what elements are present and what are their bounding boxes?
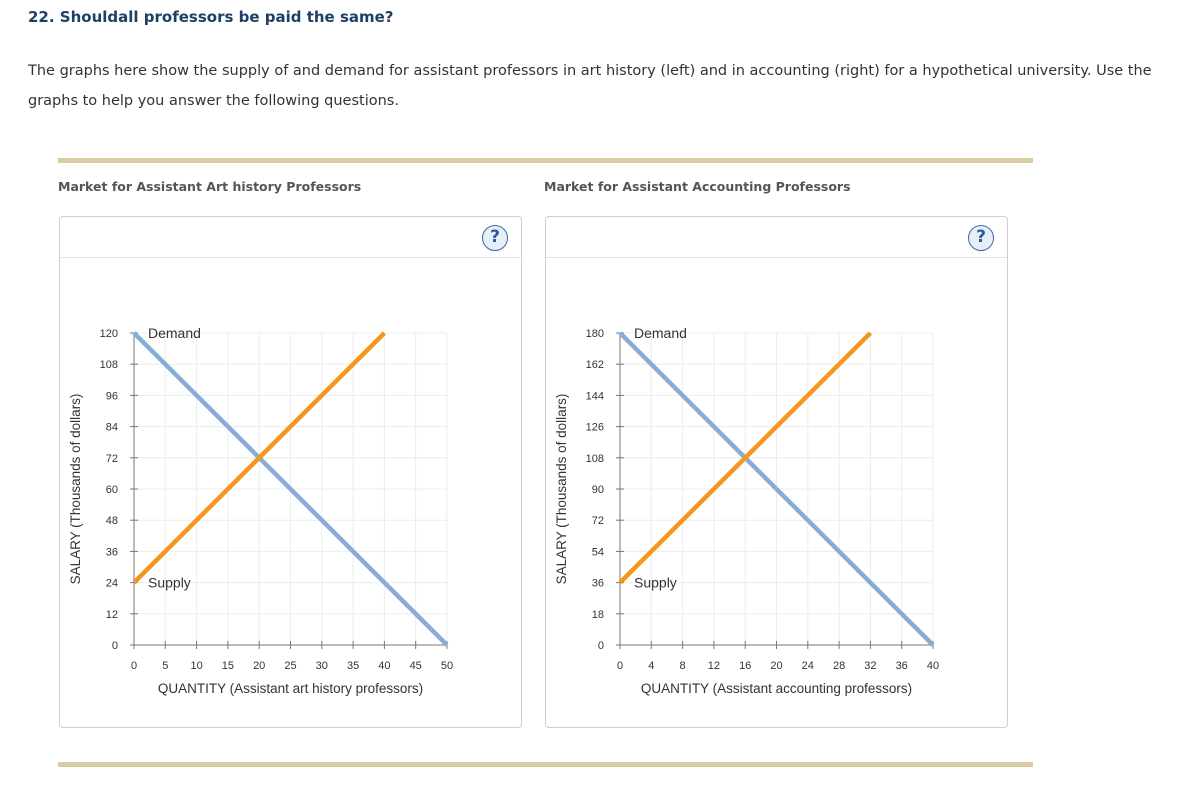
y-tick-label: 108 bbox=[100, 359, 118, 371]
y-axis-title: SALARY (Thousands of dollars) bbox=[554, 394, 569, 585]
y-tick-label: 36 bbox=[592, 578, 604, 590]
y-tick-label: 60 bbox=[106, 484, 118, 496]
supply-curve-label: Supply bbox=[634, 575, 677, 591]
demand-curve-label: Demand bbox=[148, 325, 201, 341]
x-tick-label: 16 bbox=[739, 660, 751, 672]
supply-curve-label: Supply bbox=[148, 575, 191, 591]
y-tick-label: 72 bbox=[592, 515, 604, 527]
accounting-graph-panel: ? 0 18 36 54 72 90 108 126 144 162 180 0 4 8 12 16 20 24 2… bbox=[545, 216, 1008, 728]
y-tick-label: 0 bbox=[598, 640, 604, 652]
x-tick-label: 20 bbox=[770, 660, 782, 672]
x-tick-label: 12 bbox=[708, 660, 720, 672]
x-tick-label: 0 bbox=[617, 660, 623, 672]
y-tick-label: 0 bbox=[112, 640, 118, 652]
x-tick-label: 35 bbox=[347, 660, 359, 672]
y-tick-label: 72 bbox=[106, 453, 118, 465]
y-tick-label: 54 bbox=[592, 546, 604, 558]
x-tick-label: 40 bbox=[378, 660, 390, 672]
y-tick-label: 12 bbox=[106, 609, 118, 621]
x-tick-label: 24 bbox=[802, 660, 814, 672]
x-axis-title: QUANTITY (Assistant art history professo… bbox=[158, 681, 423, 696]
x-tick-label: 36 bbox=[896, 660, 908, 672]
art-history-market-chart: 0 12 24 36 48 60 72 84 96 108 120 0 5 10 15 20 25 30 35 40 4… bbox=[68, 325, 453, 696]
question-intro: The graphs here show the supply of and d… bbox=[28, 63, 1152, 109]
art-history-graph-panel: ? 0 12 24 36 48 60 72 84 96 108 120 0 5 10 15 20 25 30 35 4… bbox=[59, 216, 522, 728]
y-tick-label: 90 bbox=[592, 484, 604, 496]
demand-curve-label: Demand bbox=[634, 325, 687, 341]
x-axis-title: QUANTITY (Assistant accounting professor… bbox=[641, 681, 912, 696]
x-tick-label: 10 bbox=[190, 660, 202, 672]
x-tick-label: 40 bbox=[927, 660, 939, 672]
question-title: 22. Shouldall professors be paid the sam… bbox=[28, 8, 394, 26]
demand-curve bbox=[618, 331, 935, 647]
x-tick-label: 45 bbox=[410, 660, 422, 672]
y-axis-title: SALARY (Thousands of dollars) bbox=[68, 394, 83, 585]
x-tick-label: 32 bbox=[864, 660, 876, 672]
y-tick-label: 18 bbox=[592, 609, 604, 621]
x-tick-label: 0 bbox=[131, 660, 137, 672]
y-tick-label: 48 bbox=[106, 515, 118, 527]
y-tick-label: 180 bbox=[586, 328, 604, 340]
x-tick-label: 25 bbox=[284, 660, 296, 672]
panel-header-divider bbox=[60, 257, 521, 258]
help-icon[interactable]: ? bbox=[968, 225, 994, 251]
y-tick-label: 144 bbox=[586, 390, 604, 402]
x-tick-label: 8 bbox=[680, 660, 686, 672]
x-tick-label: 15 bbox=[222, 660, 234, 672]
y-tick-label: 96 bbox=[106, 390, 118, 402]
y-tick-label: 24 bbox=[106, 578, 118, 590]
accounting-market-chart: 0 18 36 54 72 90 108 126 144 162 180 0 4 8 12 16 20 24 28 3… bbox=[554, 325, 939, 696]
right-chart-title: Market for Assistant Accounting Professo… bbox=[544, 179, 851, 194]
demand-curve bbox=[132, 331, 449, 647]
left-chart-title: Market for Assistant Art history Profess… bbox=[58, 179, 362, 194]
gridlines bbox=[134, 332, 448, 645]
y-tick-label: 162 bbox=[586, 359, 604, 371]
x-tick-label: 20 bbox=[253, 660, 265, 672]
y-tick-label: 120 bbox=[100, 328, 118, 340]
help-icon[interactable]: ? bbox=[482, 225, 508, 251]
y-tick-label: 108 bbox=[586, 453, 604, 465]
x-tick-label: 50 bbox=[441, 660, 453, 672]
x-tick-label: 30 bbox=[316, 660, 328, 672]
x-tick-label: 4 bbox=[648, 660, 654, 672]
y-tick-label: 126 bbox=[586, 422, 604, 434]
y-tick-label: 36 bbox=[106, 546, 118, 558]
panel-header-divider bbox=[546, 257, 1007, 258]
supply-curve bbox=[618, 331, 872, 585]
top-divider bbox=[58, 158, 1033, 163]
bottom-divider bbox=[58, 762, 1033, 767]
supply-curve bbox=[132, 331, 386, 585]
x-tick-label: 28 bbox=[833, 660, 845, 672]
y-tick-label: 84 bbox=[106, 422, 118, 434]
x-tick-label: 5 bbox=[162, 660, 168, 672]
